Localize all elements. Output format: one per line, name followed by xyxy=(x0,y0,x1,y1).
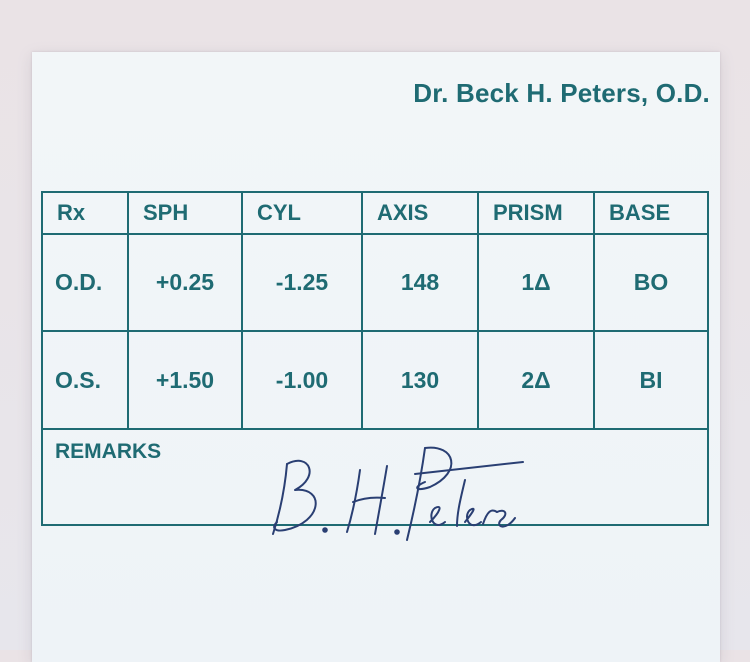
row-os-base: BI xyxy=(595,332,709,430)
row-od-eye: O.D. xyxy=(43,235,129,332)
header-cyl: CYL xyxy=(243,193,363,235)
row-os-eye: O.S. xyxy=(43,332,129,430)
row-od-sph: +0.25 xyxy=(129,235,243,332)
header-base: BASE xyxy=(595,193,709,235)
header-axis: AXIS xyxy=(363,193,479,235)
row-od-base: BO xyxy=(595,235,709,332)
header-prism: PRISM xyxy=(479,193,595,235)
signature-image xyxy=(272,446,524,541)
row-os-axis: 130 xyxy=(363,332,479,430)
row-os-cyl: -1.00 xyxy=(243,332,363,430)
row-os-sph: +1.50 xyxy=(129,332,243,430)
prescription-paper xyxy=(32,52,720,662)
row-od-cyl: -1.25 xyxy=(243,235,363,332)
doctor-name: Dr. Beck H. Peters, O.D. xyxy=(413,78,710,108)
rx-table: Rx SPH CYL AXIS PRISM BASE O.D. +0.25 -1… xyxy=(41,191,709,526)
row-od-prism: 1Δ xyxy=(479,235,595,332)
header-rx: Rx xyxy=(43,193,129,235)
row-os-prism: 2Δ xyxy=(479,332,595,430)
row-od-axis: 148 xyxy=(363,235,479,332)
header-sph: SPH xyxy=(129,193,243,235)
remarks-label: REMARKS xyxy=(55,440,162,463)
